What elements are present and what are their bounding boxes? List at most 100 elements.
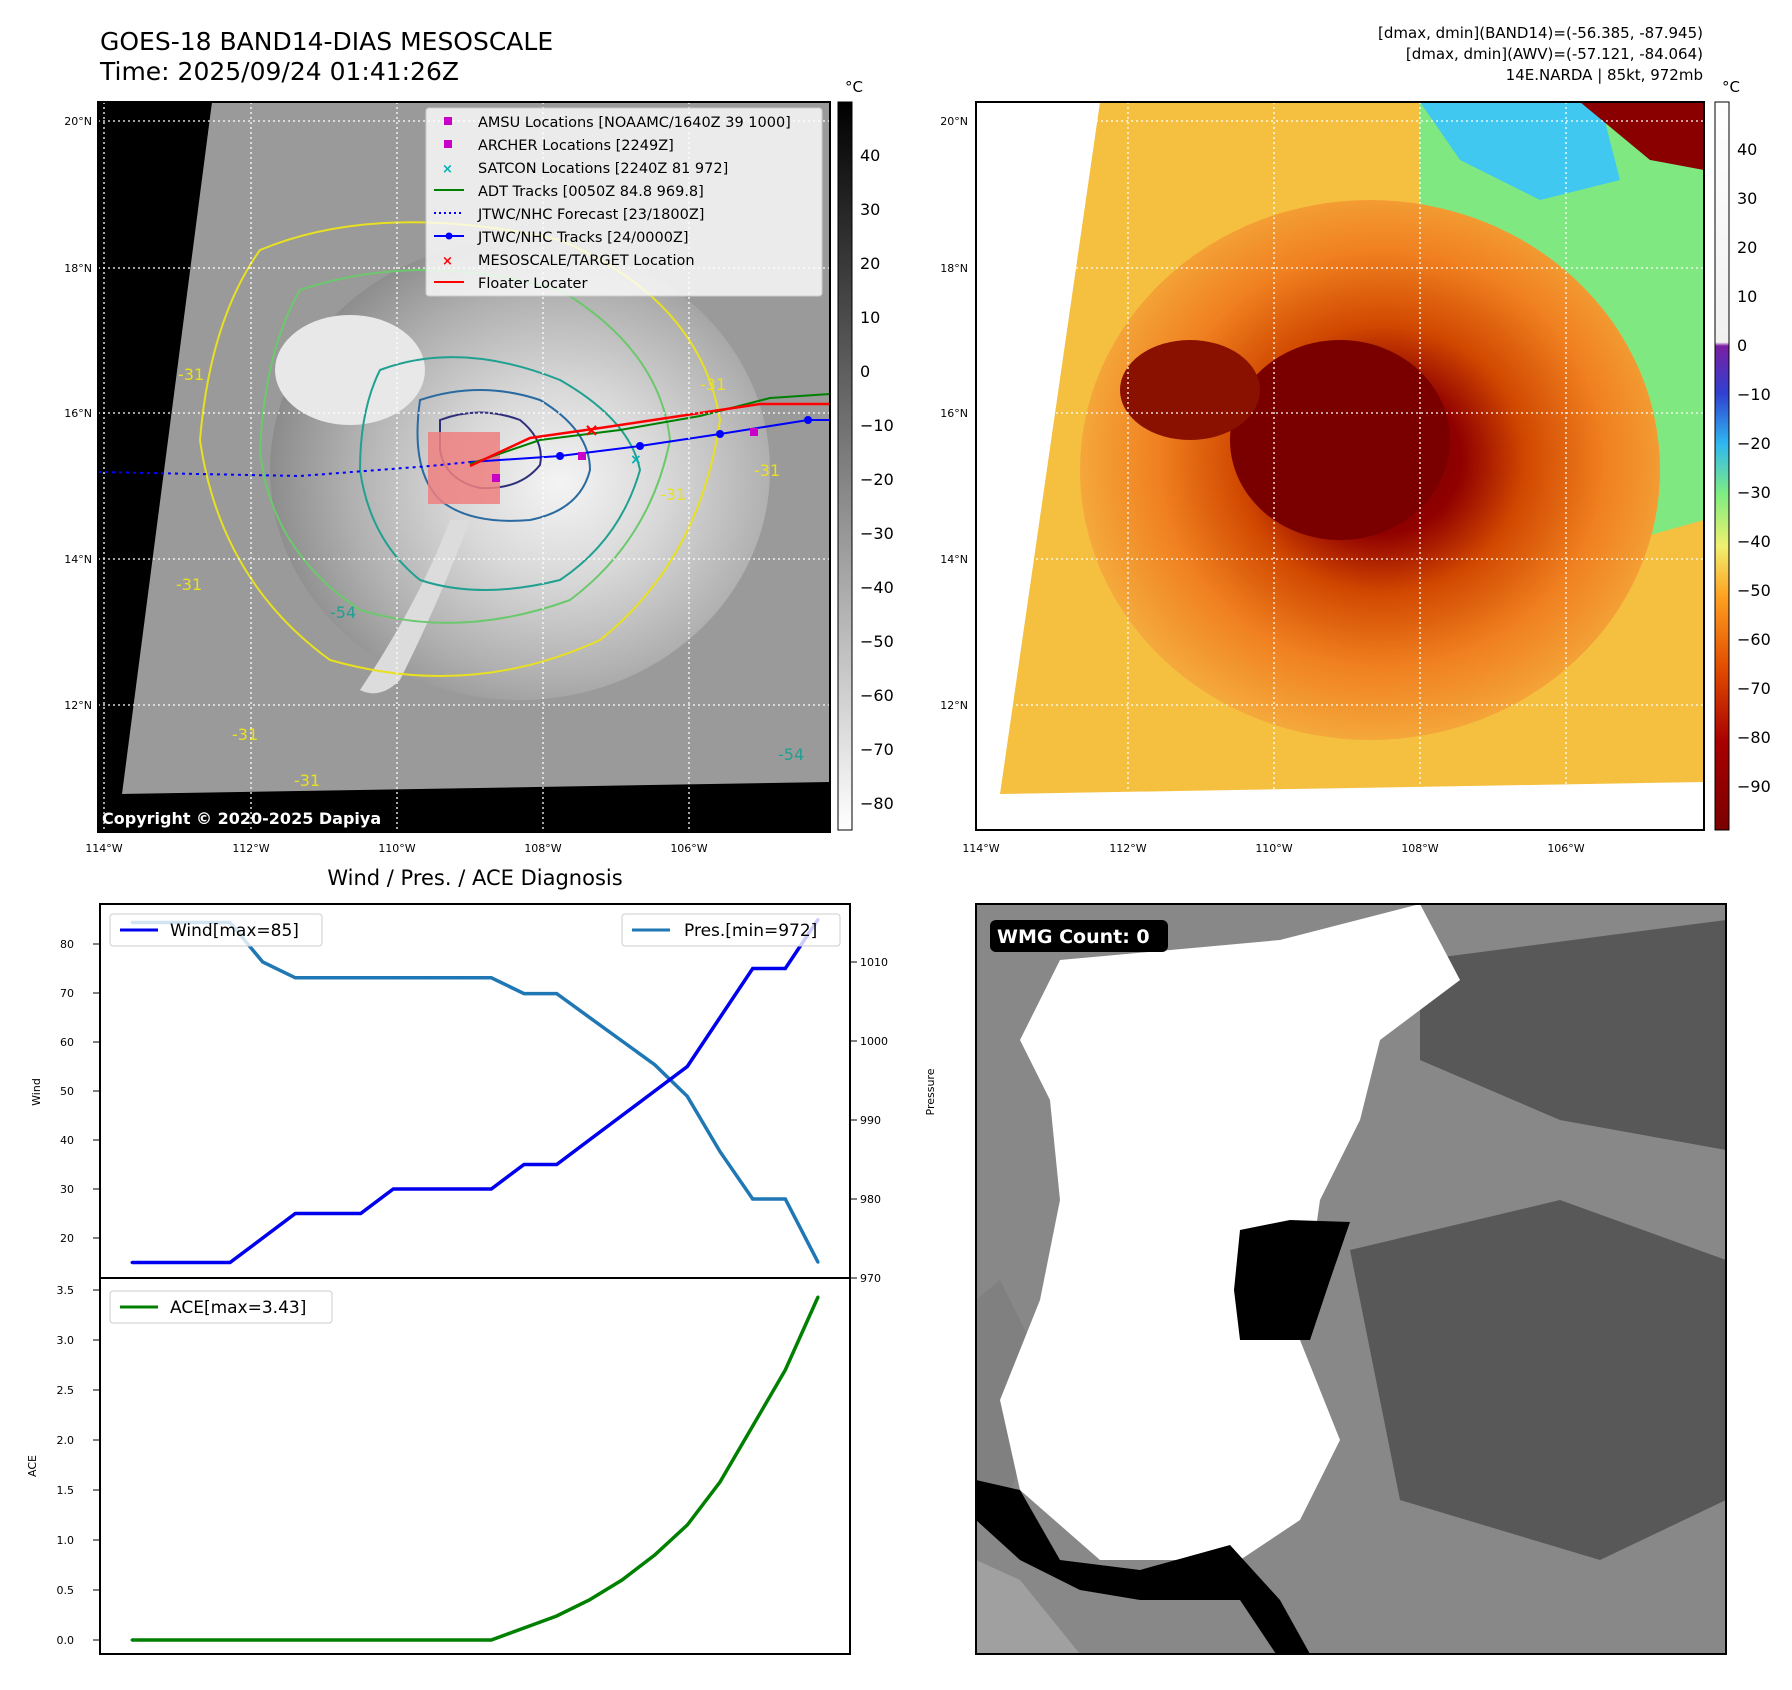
lon-tick: 108°W <box>524 842 561 855</box>
wmg-count-label: WMG Count: 0 <box>997 926 1150 948</box>
info-awv-range: [dmax, dmin](AWV)=(-57.121, -84.064) <box>1406 45 1703 63</box>
pressure-series-line <box>132 920 820 1264</box>
wind-series-point <box>653 1089 657 1093</box>
mesoscale-target-box <box>428 432 500 504</box>
wind-pressure-chart: Wind Pressure 20 30 40 50 60 70 80 970 9… <box>30 903 937 1285</box>
wind-pressure-series <box>130 918 820 1265</box>
lon-tick: 108°W <box>1401 842 1438 855</box>
colorbar-tick: −60 <box>1737 630 1771 649</box>
ace-series-point <box>816 1295 820 1299</box>
ace-series-point <box>359 1638 363 1642</box>
wmg-white-region <box>1000 904 1460 1560</box>
colorbar-tick: −30 <box>860 524 894 543</box>
right-map-lat-ticks: 20°N 18°N 16°N 14°N 12°N <box>940 115 968 712</box>
contour-label: -31 <box>754 461 780 480</box>
colorbar-tick: 20 <box>860 254 880 273</box>
legend-label: SATCON Locations [2240Z 81 972] <box>478 161 728 177</box>
lon-tick: 106°W <box>1547 842 1584 855</box>
legend-marker-amsu <box>444 117 452 125</box>
pressure-tick: 970 <box>860 1272 881 1285</box>
wind-series-point <box>522 1163 526 1166</box>
left-colorbar-unit: °C <box>845 78 863 96</box>
contour-label: -31 <box>294 771 320 790</box>
wind-series-point <box>359 1212 363 1215</box>
right-map-panel: 20°N 18°N 16°N 14°N 12°N 114°W 112°W 110… <box>940 101 1705 855</box>
right-colorbar-bar <box>1714 101 1730 831</box>
right-colorbar: °C 40 30 20 10 0 −10 −20 −30 −40 −50 −60… <box>1714 78 1771 831</box>
wmg-light-region <box>976 1560 1080 1654</box>
figure-title: GOES-18 BAND14-DIAS MESOSCALE <box>100 27 553 56</box>
ace-chart: ACE 0.0 0.5 1.0 1.5 2.0 2.5 3.0 3.5 ACE[… <box>26 1277 851 1655</box>
ace-tick: 1.0 <box>57 1534 75 1547</box>
colorbar-tick: −30 <box>1737 483 1771 502</box>
wind-series-point <box>685 1065 689 1068</box>
colorbar-tick: 30 <box>1737 189 1757 208</box>
ace-tick: 0.0 <box>57 1634 75 1647</box>
pressure-series-point <box>783 1197 787 1201</box>
ace-tick: 2.0 <box>57 1434 75 1447</box>
amsu-location-marker <box>492 474 500 482</box>
ace-tick: 3.0 <box>57 1334 75 1347</box>
ace-series-point <box>293 1638 297 1642</box>
satcon-location-marker: × <box>630 452 642 468</box>
wind-pressure-frame <box>99 903 851 1279</box>
pressure-series-point <box>457 976 461 980</box>
colorbar-tick: 0 <box>1737 336 1747 355</box>
lon-tick: 114°W <box>962 842 999 855</box>
wind-series-point <box>783 967 787 970</box>
info-storm-id: 14E.NARDA | 85kt, 972mb <box>1506 66 1703 84</box>
ace-series-point <box>391 1638 395 1642</box>
legend-marker-satcon: × <box>442 162 453 177</box>
colorbar-tick: −50 <box>860 632 894 651</box>
colorbar-tick: 0 <box>860 362 870 381</box>
pressure-series-point <box>718 1150 722 1154</box>
pressure-tick: 1010 <box>860 956 888 969</box>
wind-tick: 60 <box>60 1036 74 1049</box>
wmg-black-band <box>976 1480 1310 1654</box>
left-map-storm-clouds <box>270 240 770 700</box>
ace-series-point <box>195 1638 199 1642</box>
wind-tick: 20 <box>60 1232 74 1245</box>
ace-y-ticks: 0.0 0.5 1.0 1.5 2.0 2.5 3.0 3.5 <box>57 1284 75 1647</box>
pressure-series-point <box>555 992 559 996</box>
legend-label: JTWC/NHC Tracks [24/0000Z] <box>477 230 689 246</box>
colorbar-tick: −20 <box>1737 434 1771 453</box>
colorbar-tick: −70 <box>1737 679 1771 698</box>
legend-label: Floater Locater <box>478 276 587 292</box>
left-colorbar-ticks: 40 30 20 10 0 −10 −20 −30 −40 −50 −60 −7… <box>860 146 894 813</box>
right-map-land-hot <box>1580 102 1704 170</box>
ace-series-point <box>228 1638 232 1642</box>
wmg-frame <box>975 903 1727 1655</box>
wmg-panel: WMG Count: 0 <box>975 903 1727 1655</box>
wind-series-point <box>424 1187 428 1191</box>
left-map-legend: AMSU Locations [NOAAMC/1640Z 39 1000] AR… <box>425 107 823 297</box>
ace-legend-box <box>109 1290 333 1324</box>
right-map-gridlines <box>976 102 1704 830</box>
wmg-count-badge <box>990 920 1168 952</box>
wind-axis-label: Wind <box>30 1078 43 1106</box>
right-map-lon-ticks: 114°W 112°W 110°W 108°W 106°W <box>962 842 1584 855</box>
wind-series-line <box>132 918 820 1265</box>
pressure-y-tickmarks <box>850 961 857 1279</box>
wind-y-ticks: 20 30 40 50 60 70 80 <box>60 938 74 1245</box>
pressure-series-point <box>653 1063 657 1067</box>
wind-series-point <box>489 1187 493 1191</box>
colorbar-tick: −10 <box>1737 385 1771 404</box>
wmg-dark-region <box>1350 1200 1726 1560</box>
legend-marker-jtwc-dot <box>445 232 453 240</box>
pressure-series-point <box>522 992 526 996</box>
colorbar-tick: 10 <box>1737 287 1757 306</box>
right-map-frame <box>975 101 1705 831</box>
lon-tick: 112°W <box>1109 842 1146 855</box>
right-map-clear-area <box>1420 102 1620 200</box>
ace-series-point <box>620 1578 624 1582</box>
ace-series-point <box>489 1638 493 1642</box>
lat-tick: 18°N <box>940 262 968 275</box>
colorbar-tick: 40 <box>1737 140 1757 159</box>
pressure-legend-box <box>621 913 841 947</box>
contour-label: -31 <box>178 365 204 384</box>
wind-series-point <box>751 967 755 970</box>
colorbar-tick: −70 <box>860 740 894 759</box>
ace-legend-label: ACE[max=3.43] <box>170 1298 306 1318</box>
lat-tick: 18°N <box>64 262 92 275</box>
